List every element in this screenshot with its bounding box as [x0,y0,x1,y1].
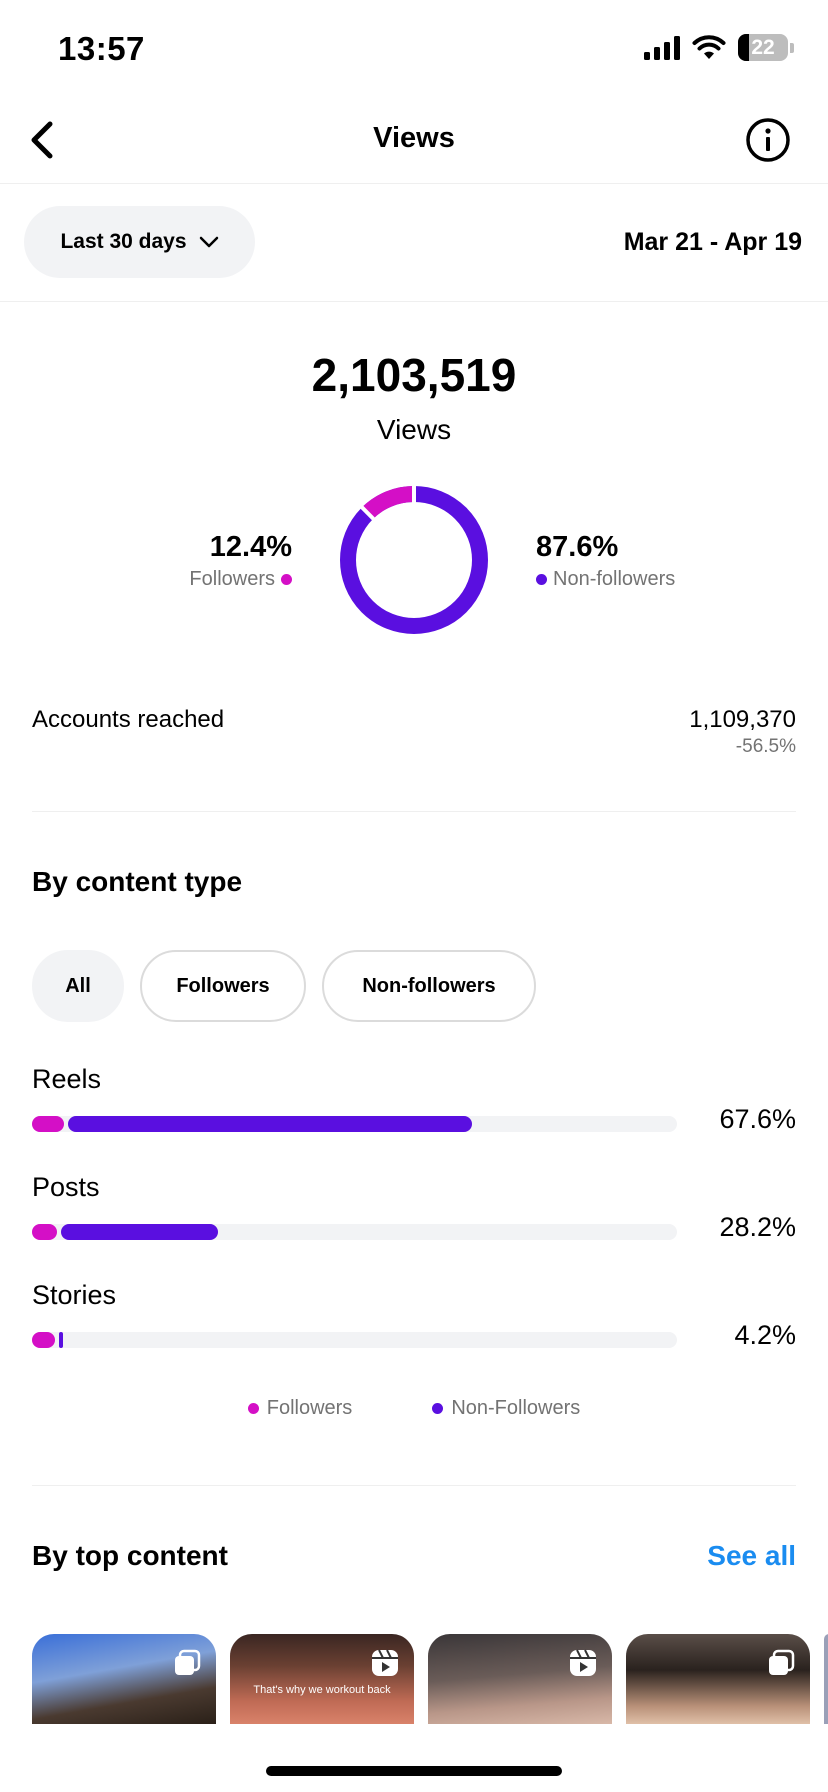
back-button[interactable] [22,116,62,164]
signal-icon [644,35,680,60]
chevron-down-icon [199,236,218,248]
accounts-reached-value: 1,109,370 [689,706,796,733]
chip-all[interactable]: All [32,950,124,1022]
content-row-track [32,1224,677,1240]
status-bar: 13:57 22 [0,0,828,96]
thumbnail-caption: That's why we workout back [253,1684,391,1696]
reel-icon [372,1649,398,1676]
top-content-item-5[interactable] [824,1634,828,1724]
legend-non-followers-dot [432,1403,444,1414]
non-followers-segment [58,1332,64,1348]
legend-non-followers-label: Non-Followers [451,1397,581,1419]
content-row-percent: 67.6% [719,1104,796,1134]
non-followers-label: Non-followers [553,568,676,590]
views-donut-chart [340,486,488,634]
content-row-track [32,1116,677,1132]
followers-segment [32,1116,65,1132]
top-content-title: By top content [32,1540,228,1571]
top-content-strip: That's why we workout back [32,1634,828,1724]
info-button[interactable] [744,116,792,164]
content-row-reels[interactable]: Reels 67.6% [32,1064,796,1154]
non-followers-segment [68,1116,473,1132]
legend-followers: Followers [247,1397,353,1420]
donut-gap-split [359,504,377,522]
top-content-item-1[interactable] [32,1634,216,1724]
non-followers-dot [536,574,547,585]
date-range-dropdown[interactable]: Last 30 days [24,206,255,278]
content-row-label: Posts [32,1172,100,1202]
legend-followers-label: Followers [266,1397,353,1419]
accounts-reached-change: -56.5% [735,736,796,757]
content-row-stories[interactable]: Stories 4.2% [32,1280,796,1370]
followers-segment [32,1224,57,1240]
followers-percent: 12.4% [209,531,292,563]
nav-bar: Views [0,96,828,184]
content-row-percent: 28.2% [719,1212,796,1242]
non-followers-split: 87.6% Non-followers [536,531,675,591]
legend-non-followers: Non-Followers [432,1397,580,1420]
followers-split: 12.4% Followers [189,531,292,591]
followers-segment [32,1332,55,1348]
carousel-icon [175,1649,201,1675]
top-content-item-2[interactable]: That's why we workout back [230,1634,414,1724]
non-followers-percent: 87.6% [536,531,619,563]
battery-nub [790,42,794,53]
content-row-track [32,1332,677,1348]
date-range-text: Mar 21 - Apr 19 [623,228,802,256]
wifi-icon [692,34,726,59]
total-views-count: 2,103,519 [311,349,517,401]
total-views-label: Views [376,414,452,445]
accounts-reached-label: Accounts reached [32,706,225,733]
content-type-legend: Followers Non-Followers [0,1397,828,1420]
carousel-icon [769,1649,795,1675]
section-divider [32,1485,796,1486]
page-title: Views [373,122,455,154]
content-type-title: By content type [32,866,243,897]
followers-label: Followers [189,568,275,590]
content-row-posts[interactable]: Posts 28.2% [32,1172,796,1262]
content-row-label: Reels [32,1064,102,1094]
donut-followers-arc [362,486,415,519]
followers-dot [281,574,292,585]
see-all-link[interactable]: See all [707,1540,796,1571]
content-row-label: Stories [32,1280,117,1310]
reel-icon [570,1649,596,1676]
filter-row: Last 30 days Mar 21 - Apr 19 [0,184,828,302]
accounts-reached-row[interactable]: Accounts reached 1,109,370 -56.5% [32,704,796,812]
battery-level: 22 [751,35,775,59]
info-icon [746,118,790,162]
home-indicator [266,1766,562,1776]
chip-non-followers[interactable]: Non-followers [322,950,536,1022]
chevron-left-icon [31,121,53,159]
date-range-dropdown-label: Last 30 days [60,230,187,253]
content-row-percent: 4.2% [734,1320,796,1350]
status-icons: 22 [644,34,794,61]
battery-icon: 22 [738,34,788,61]
top-content-item-4[interactable] [626,1634,810,1724]
non-followers-segment [60,1224,218,1240]
legend-followers-dot [247,1403,259,1414]
top-content-item-3[interactable] [428,1634,612,1724]
content-type-filter: All Followers Non-followers [32,950,536,1022]
status-time: 13:57 [58,30,145,67]
chip-followers[interactable]: Followers [140,950,306,1022]
